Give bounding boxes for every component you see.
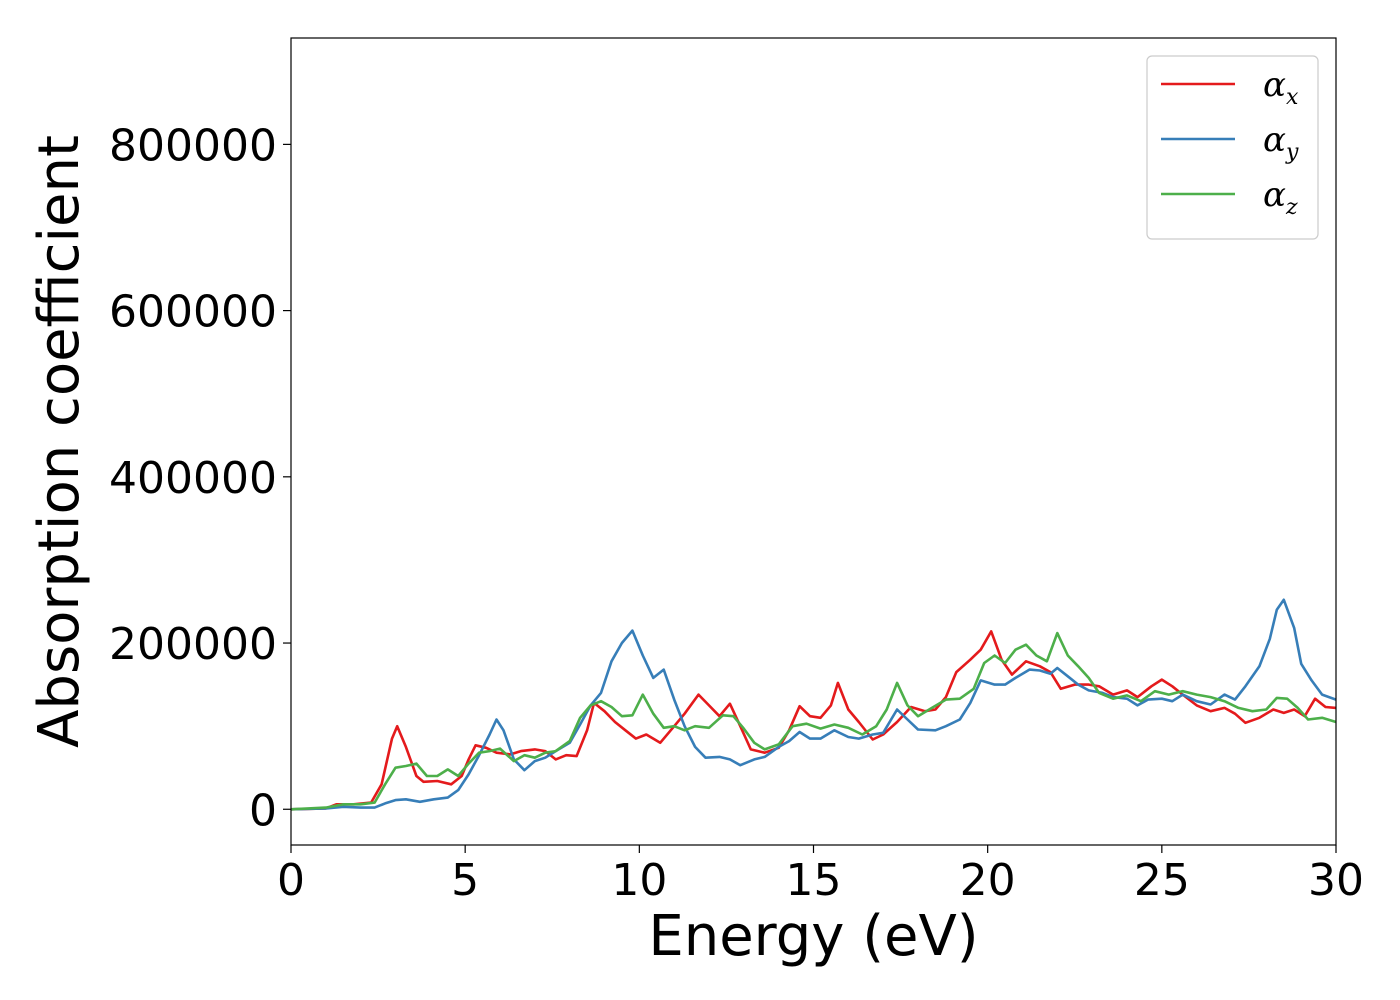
y-axis-ticks: 0 200000 400000 600000 800000 xyxy=(109,120,291,836)
x-tick-label: 25 xyxy=(1134,855,1190,906)
x-tick-label: 15 xyxy=(786,855,842,906)
x-tick-label: 0 xyxy=(277,855,305,906)
y-tick-label: 200000 xyxy=(109,619,277,670)
x-tick-label: 30 xyxy=(1308,855,1364,906)
x-axis-title: Energy (eV) xyxy=(648,904,978,969)
y-tick-label: 800000 xyxy=(109,120,277,171)
x-axis-ticks: 0 5 10 15 20 25 30 xyxy=(277,845,1364,906)
x-tick-label: 20 xyxy=(960,855,1016,906)
series-line-alpha-y xyxy=(291,598,1336,811)
x-tick-label: 10 xyxy=(611,855,667,906)
legend-label-alpha-y: αy xyxy=(1263,120,1299,165)
series-line-alpha-x xyxy=(291,630,1336,811)
legend-label-alpha-z: αz xyxy=(1263,175,1298,220)
x-tick-label: 5 xyxy=(451,855,479,906)
legend-label-alpha-x: αx xyxy=(1263,65,1299,110)
y-axis-title: Absorption coefficient xyxy=(27,135,92,748)
legend: αx αy αz xyxy=(1146,55,1319,240)
series-line-alpha-z xyxy=(291,631,1336,811)
y-tick-label: 400000 xyxy=(109,453,277,504)
y-tick-label: 600000 xyxy=(109,287,277,338)
y-tick-label: 0 xyxy=(249,785,277,836)
series-layer xyxy=(291,598,1336,811)
